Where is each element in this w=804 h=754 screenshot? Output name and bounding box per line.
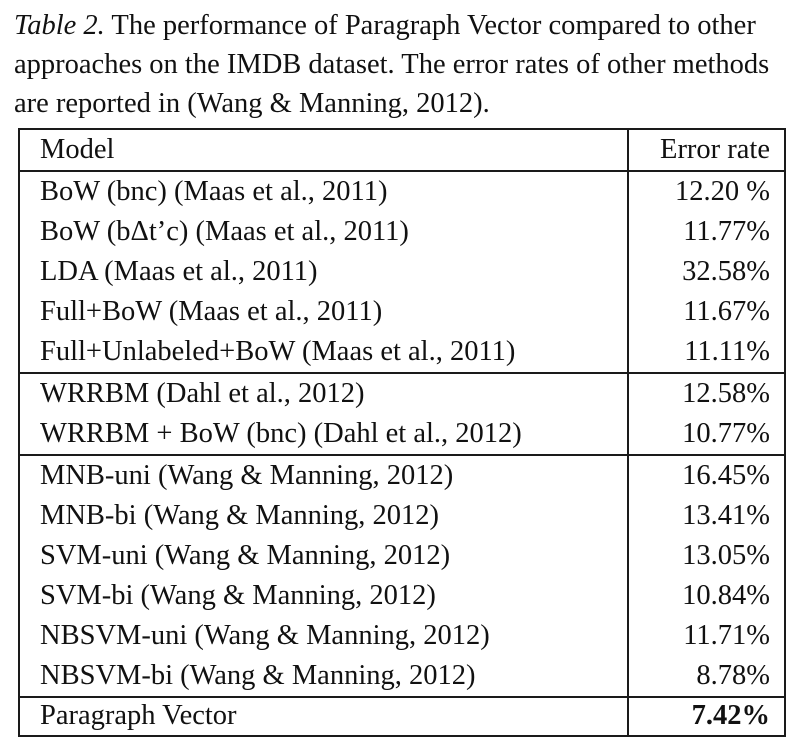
model-cell: BoW (bnc) (Maas et al., 2011)	[40, 176, 388, 207]
table-caption: Table 2. The performance of Paragraph Ve…	[14, 6, 798, 123]
table-row: WRRBM (Dahl et al., 2012) 12.58%	[20, 374, 784, 414]
model-cell: MNB-uni (Wang & Manning, 2012)	[40, 460, 454, 491]
model-cell: MNB-bi (Wang & Manning, 2012)	[40, 500, 440, 531]
caption-label: Table 2.	[14, 10, 105, 41]
model-cell: NBSVM-bi (Wang & Manning, 2012)	[40, 660, 476, 691]
model-cell: LDA (Maas et al., 2011)	[40, 256, 318, 287]
header-divider	[20, 170, 784, 172]
table-row: SVM-uni (Wang & Manning, 2012) 13.05%	[20, 536, 784, 576]
model-cell: NBSVM-uni (Wang & Manning, 2012)	[40, 620, 490, 651]
table-row: BoW (bΔt’c) (Maas et al., 2011) 11.77%	[20, 212, 784, 252]
table-row: LDA (Maas et al., 2011) 32.58%	[20, 252, 784, 292]
table-row: NBSVM-bi (Wang & Manning, 2012) 8.78%	[20, 656, 784, 696]
model-cell: Full+Unlabeled+BoW (Maas et al., 2011)	[40, 336, 516, 367]
error-cell: 11.77%	[683, 216, 770, 247]
header-error-rate: Error rate	[660, 134, 770, 165]
table-row: WRRBM + BoW (bnc) (Dahl et al., 2012) 10…	[20, 414, 784, 454]
error-cell: 7.42%	[691, 700, 770, 731]
table-row: MNB-uni (Wang & Manning, 2012) 16.45%	[20, 456, 784, 496]
header-model: Model	[40, 134, 115, 165]
column-divider	[627, 130, 629, 735]
table-row: NBSVM-uni (Wang & Manning, 2012) 11.71%	[20, 616, 784, 656]
error-cell: 11.67%	[683, 296, 770, 327]
error-cell: 32.58%	[682, 256, 770, 287]
group-divider	[20, 454, 784, 456]
table-row: Full+Unlabeled+BoW (Maas et al., 2011) 1…	[20, 332, 784, 372]
error-cell: 13.41%	[682, 500, 770, 531]
error-cell: 16.45%	[682, 460, 770, 491]
table-row: MNB-bi (Wang & Manning, 2012) 13.41%	[20, 496, 784, 536]
model-cell: WRRBM + BoW (bnc) (Dahl et al., 2012)	[40, 418, 522, 449]
error-cell: 11.11%	[684, 336, 770, 367]
error-cell: 12.20 %	[675, 176, 770, 207]
group-divider	[20, 372, 784, 374]
table-row: SVM-bi (Wang & Manning, 2012) 10.84%	[20, 576, 784, 616]
caption-text: The performance of Paragraph Vector comp…	[14, 10, 770, 119]
results-table: Model Error rate BoW (bnc) (Maas et al.,…	[18, 128, 786, 737]
model-cell: BoW (bΔt’c) (Maas et al., 2011)	[40, 216, 409, 247]
error-cell: 10.84%	[682, 580, 770, 611]
error-cell: 10.77%	[682, 418, 770, 449]
group-divider	[20, 696, 784, 698]
header-row: Model Error rate	[20, 130, 784, 170]
table-row: BoW (bnc) (Maas et al., 2011) 12.20 %	[20, 172, 784, 212]
table-row: Full+BoW (Maas et al., 2011) 11.67%	[20, 292, 784, 332]
table-row: Paragraph Vector 7.42%	[20, 696, 784, 736]
model-cell: Full+BoW (Maas et al., 2011)	[40, 296, 383, 327]
error-cell: 11.71%	[683, 620, 770, 651]
error-cell: 13.05%	[682, 540, 770, 571]
model-cell: Paragraph Vector	[40, 700, 237, 731]
model-cell: SVM-bi (Wang & Manning, 2012)	[40, 580, 436, 611]
model-cell: SVM-uni (Wang & Manning, 2012)	[40, 540, 451, 571]
error-cell: 8.78%	[696, 660, 770, 691]
model-cell: WRRBM (Dahl et al., 2012)	[40, 378, 365, 409]
error-cell: 12.58%	[682, 378, 770, 409]
